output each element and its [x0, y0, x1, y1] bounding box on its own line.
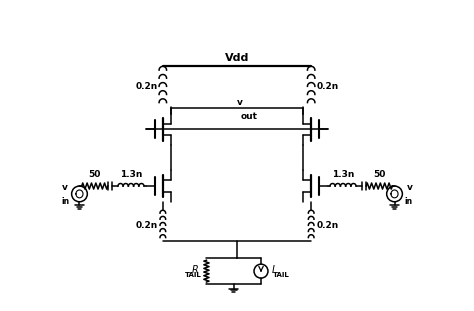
- Text: v: v: [407, 183, 412, 192]
- Text: TAIL: TAIL: [273, 272, 290, 278]
- Text: $I$: $I$: [271, 263, 275, 275]
- Text: 0.2n: 0.2n: [136, 221, 157, 230]
- Text: TAIL: TAIL: [184, 272, 201, 278]
- Text: 1.3n: 1.3n: [120, 170, 142, 179]
- Text: 50: 50: [373, 170, 385, 179]
- Text: in: in: [62, 197, 70, 207]
- Text: out: out: [240, 112, 257, 121]
- Text: in: in: [404, 197, 412, 207]
- Text: 0.2n: 0.2n: [317, 82, 338, 91]
- Text: v: v: [237, 98, 243, 107]
- Text: v: v: [62, 183, 67, 192]
- Text: 50: 50: [89, 170, 101, 179]
- Text: 0.2n: 0.2n: [317, 221, 338, 230]
- Text: $R$: $R$: [191, 263, 199, 275]
- Text: 1.3n: 1.3n: [332, 170, 354, 179]
- Text: Vdd: Vdd: [225, 53, 249, 63]
- Text: 0.2n: 0.2n: [136, 82, 157, 91]
